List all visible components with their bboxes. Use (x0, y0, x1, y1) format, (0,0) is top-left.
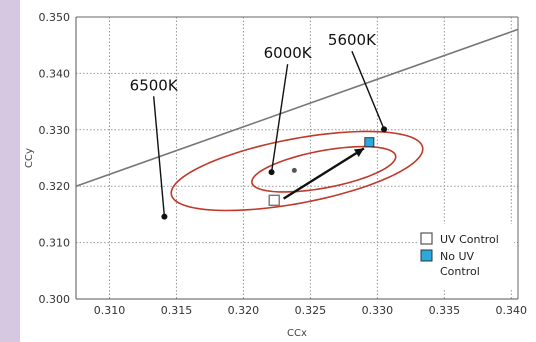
annotation-label: 6500K (130, 76, 179, 94)
tolerance-ellipse (170, 130, 424, 212)
legend-no-uv-control-marker (420, 249, 433, 262)
y-tick-label: 0.330 (39, 124, 71, 137)
cct-chart: 0.310 0.315 0.320 0.325 0.330 0.335 0.340 0.30… (24, 11, 527, 339)
chart-panel: 0.310 0.315 0.320 0.325 0.330 0.335 0.340 0.30… (20, 0, 536, 342)
blackbody-line (75, 28, 519, 187)
x-tick-label: 0.310 (94, 304, 126, 317)
legend-box (418, 224, 514, 290)
x-tick-label: 0.325 (295, 304, 327, 317)
y-tick-label: 0.300 (39, 293, 71, 306)
y-axis-label: CCy (24, 148, 35, 168)
uv-control-point (268, 194, 280, 207)
y-tick-labels: 0.300 0.310 0.320 0.330 0.340 0.350 (39, 11, 71, 306)
annotation-label: 6000K (264, 44, 313, 62)
legend-no-uv-control-label: No UV Control (440, 250, 480, 278)
x-tick-labels: 0.310 0.315 0.320 0.325 0.330 0.335 0.340 (94, 304, 527, 317)
x-tick-label: 0.330 (362, 304, 394, 317)
no-uv-control-point (364, 137, 375, 148)
annotations: 6500K 6000K 5600K (130, 31, 388, 220)
shift-arrow-head (353, 148, 364, 157)
center-dot (291, 167, 297, 173)
legend-uv-control-marker (420, 232, 433, 245)
y-tick-label: 0.340 (39, 67, 71, 80)
annotation-leader-line (152, 96, 166, 217)
annotation-point (268, 169, 275, 176)
legend-no-uv-control-line1: No UV (440, 250, 475, 263)
annotation-leader-line (270, 64, 289, 173)
y-tick-label: 0.320 (39, 180, 71, 193)
tolerance-ellipse (251, 145, 397, 193)
y-tick-label: 0.350 (39, 11, 71, 24)
annotation-label: 5600K (328, 31, 377, 49)
shift-arrow-line (282, 147, 365, 200)
legend-uv-control-label: UV Control (440, 233, 499, 246)
annotation-point (381, 126, 388, 133)
x-tick-label: 0.340 (496, 304, 528, 317)
x-axis-label: CCx (287, 328, 307, 339)
data-points (268, 137, 375, 207)
y-tick-label: 0.310 (39, 237, 71, 250)
legend: UV Control No UV Control (418, 224, 514, 290)
x-tick-label: 0.315 (161, 304, 193, 317)
tolerance-ellipses (170, 130, 424, 212)
x-tick-label: 0.320 (228, 304, 260, 317)
annotation-point (161, 213, 168, 220)
x-tick-label: 0.335 (429, 304, 461, 317)
annotation-leader-line (351, 50, 385, 130)
legend-no-uv-control-line2: Control (440, 265, 480, 278)
